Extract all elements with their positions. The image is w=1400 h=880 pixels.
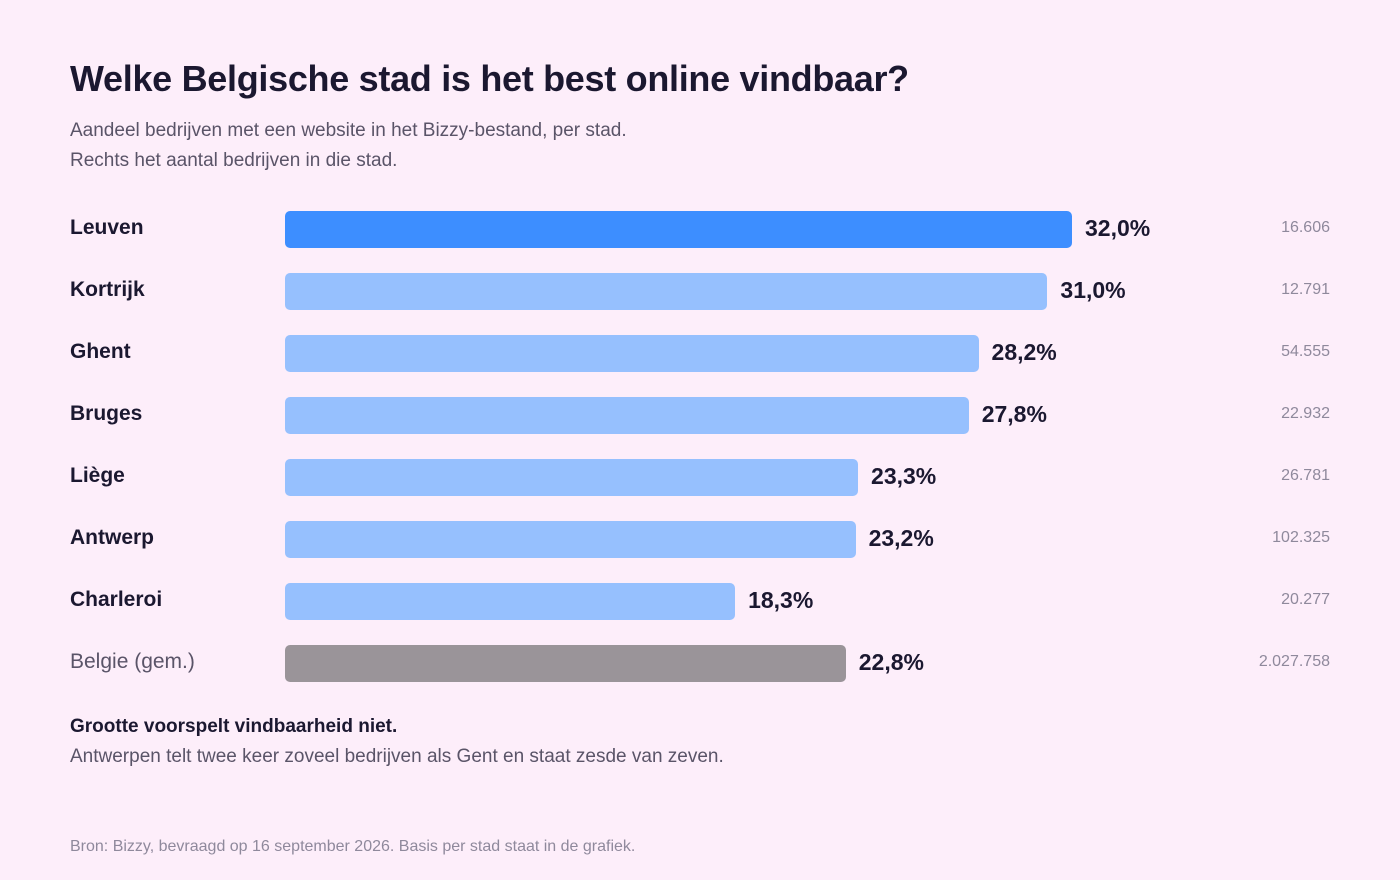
count-label-kortrijk: 12.791: [1281, 281, 1330, 298]
note-title: Grootte voorspelt vindbaarheid niet.: [70, 716, 398, 737]
bar-li-ge: [285, 458, 859, 496]
source-note: Bron: Bizzy, bevraagd op 16 september 20…: [70, 838, 636, 855]
value-label-bruges: 27,8%: [981, 401, 1047, 427]
count-label-ghent: 54.555: [1281, 343, 1330, 360]
category-label-charleroi: Charleroi: [70, 588, 163, 611]
note-text: Antwerpen telt twee keer zoveel bedrijve…: [70, 746, 724, 767]
bar-antwerp: [285, 520, 856, 558]
count-label-charleroi: 20.277: [1281, 591, 1330, 608]
category-label-bruges: Bruges: [70, 402, 143, 425]
category-label-antwerp: Antwerp: [70, 526, 154, 549]
bar-leuven: [285, 210, 1072, 248]
category-label-ghent: Ghent: [70, 340, 131, 363]
bar-bruges: [285, 396, 969, 434]
count-label-belgie-gem: 2.027.758: [1258, 653, 1330, 670]
category-label-li-ge: Liège: [70, 464, 125, 487]
count-label-li-ge: 26.781: [1281, 467, 1330, 484]
value-label-kortrijk: 31,0%: [1060, 277, 1126, 303]
bar-kortrijk: [285, 272, 1048, 310]
count-label-bruges: 22.932: [1281, 405, 1330, 422]
category-label-belgie-gem: Belgie (gem.): [70, 650, 195, 673]
value-label-charleroi: 18,3%: [748, 587, 814, 613]
subtitle-line-2: Rechts het aantal bedrijven in die stad.: [70, 150, 398, 171]
value-label-belgie-gem: 22,8%: [858, 649, 924, 675]
category-label-kortrijk: Kortrijk: [70, 278, 145, 301]
bar-ghent: [285, 334, 979, 372]
value-label-antwerp: 23,2%: [868, 525, 934, 551]
chart-subtitle: Aandeel bedrijven met een website in het…: [70, 116, 627, 176]
subtitle-line-1: Aandeel bedrijven met een website in het…: [70, 120, 627, 141]
category-label-leuven: Leuven: [70, 216, 144, 239]
bar-charleroi: [285, 582, 736, 620]
value-label-leuven: 32,0%: [1085, 215, 1151, 241]
count-label-antwerp: 102.325: [1272, 529, 1330, 546]
value-label-li-ge: 23,3%: [871, 463, 937, 489]
value-label-ghent: 28,2%: [991, 339, 1057, 365]
chart-title: Welke Belgische stad is het best online …: [70, 58, 909, 99]
bar-belgie-gem: [285, 644, 846, 682]
count-label-leuven: 16.606: [1281, 219, 1330, 236]
